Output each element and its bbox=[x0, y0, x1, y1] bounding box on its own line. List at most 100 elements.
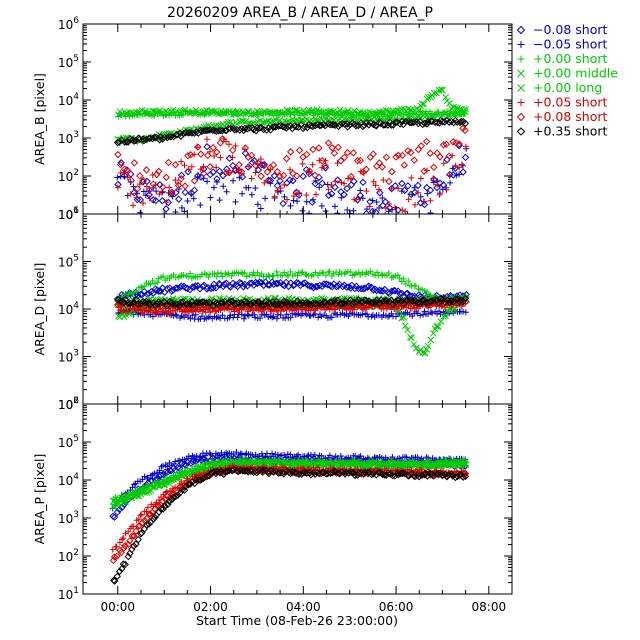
series-8-points bbox=[113, 116, 470, 147]
data-point bbox=[143, 183, 150, 190]
data-point bbox=[362, 209, 371, 214]
data-point bbox=[270, 117, 277, 125]
data-point bbox=[363, 188, 370, 195]
data-point bbox=[151, 470, 158, 477]
data-point bbox=[289, 177, 297, 185]
data-point bbox=[420, 200, 429, 209]
data-point bbox=[184, 308, 191, 315]
data-point bbox=[437, 318, 445, 325]
data-point bbox=[273, 167, 282, 176]
data-point bbox=[266, 273, 273, 280]
data-point bbox=[393, 296, 402, 304]
data-point bbox=[434, 181, 441, 188]
data-point bbox=[182, 482, 190, 490]
data-point bbox=[402, 117, 410, 126]
data-point bbox=[353, 196, 360, 203]
data-point bbox=[180, 271, 187, 278]
y-tick-label: 101 bbox=[58, 586, 79, 602]
data-point bbox=[240, 315, 247, 322]
data-point bbox=[304, 453, 311, 460]
data-point bbox=[309, 283, 318, 292]
data-point bbox=[349, 468, 357, 477]
data-point bbox=[385, 297, 394, 306]
data-point bbox=[461, 472, 470, 481]
data-point bbox=[320, 280, 328, 288]
data-point bbox=[332, 178, 339, 185]
data-point bbox=[118, 565, 126, 573]
y-tick-base: 10 bbox=[58, 56, 73, 70]
data-point bbox=[286, 148, 295, 156]
panel-3-y-ticks bbox=[83, 403, 512, 595]
data-point bbox=[114, 174, 121, 181]
data-point bbox=[136, 135, 144, 144]
data-point bbox=[408, 191, 415, 198]
data-point bbox=[207, 194, 214, 201]
data-point bbox=[194, 282, 202, 290]
data-point bbox=[184, 475, 191, 482]
data-point bbox=[437, 294, 445, 303]
data-point bbox=[318, 313, 325, 320]
data-point bbox=[178, 479, 185, 486]
data-point bbox=[190, 195, 197, 202]
data-point bbox=[269, 450, 276, 457]
data-point bbox=[389, 471, 397, 480]
data-point bbox=[229, 161, 237, 170]
data-point bbox=[270, 313, 277, 320]
data-point bbox=[349, 272, 356, 279]
data-point bbox=[451, 461, 459, 469]
legend-item: +0.08 short bbox=[516, 109, 608, 124]
series-8-points bbox=[110, 465, 470, 585]
data-point bbox=[257, 315, 264, 322]
data-point bbox=[155, 508, 163, 516]
legend-item: +0.05 short bbox=[517, 95, 608, 110]
data-point bbox=[128, 532, 137, 540]
data-point bbox=[182, 284, 190, 292]
data-point bbox=[402, 322, 409, 330]
data-point bbox=[181, 162, 188, 169]
data-point bbox=[408, 174, 415, 181]
data-point bbox=[444, 471, 453, 479]
legend-label: −0.05 short bbox=[533, 37, 608, 52]
data-point bbox=[315, 121, 324, 130]
data-point bbox=[204, 178, 211, 185]
data-point bbox=[154, 279, 161, 286]
panel-2-x-ticks bbox=[117, 214, 490, 404]
data-point bbox=[350, 298, 359, 307]
panel-2-markers bbox=[113, 268, 470, 357]
data-point bbox=[130, 289, 137, 296]
data-point bbox=[268, 117, 276, 125]
y-tick-base: 10 bbox=[58, 398, 73, 412]
data-point bbox=[412, 344, 420, 352]
data-point bbox=[260, 160, 268, 169]
data-point bbox=[343, 123, 352, 131]
data-point bbox=[408, 297, 417, 306]
data-point bbox=[167, 476, 175, 484]
data-point bbox=[368, 470, 376, 479]
data-point bbox=[284, 122, 292, 131]
data-point bbox=[387, 300, 396, 308]
data-point bbox=[449, 171, 458, 179]
data-point bbox=[245, 124, 254, 132]
data-point bbox=[200, 169, 208, 178]
data-point bbox=[223, 138, 230, 145]
data-point bbox=[425, 94, 432, 101]
data-point bbox=[294, 198, 301, 205]
data-point bbox=[223, 188, 230, 195]
data-point bbox=[318, 203, 325, 210]
data-point bbox=[322, 272, 329, 279]
data-point bbox=[224, 118, 232, 126]
data-point bbox=[324, 139, 333, 147]
data-point bbox=[338, 299, 346, 308]
data-point bbox=[166, 284, 174, 292]
data-point bbox=[462, 290, 470, 299]
data-point bbox=[433, 183, 441, 192]
data-point bbox=[284, 196, 291, 203]
data-point bbox=[354, 284, 363, 293]
data-point bbox=[133, 108, 141, 116]
data-point bbox=[443, 473, 451, 481]
data-point bbox=[334, 210, 341, 214]
data-point bbox=[269, 314, 276, 321]
panel-3-frame bbox=[82, 403, 513, 595]
legend-label: +0.35 short bbox=[533, 124, 608, 139]
